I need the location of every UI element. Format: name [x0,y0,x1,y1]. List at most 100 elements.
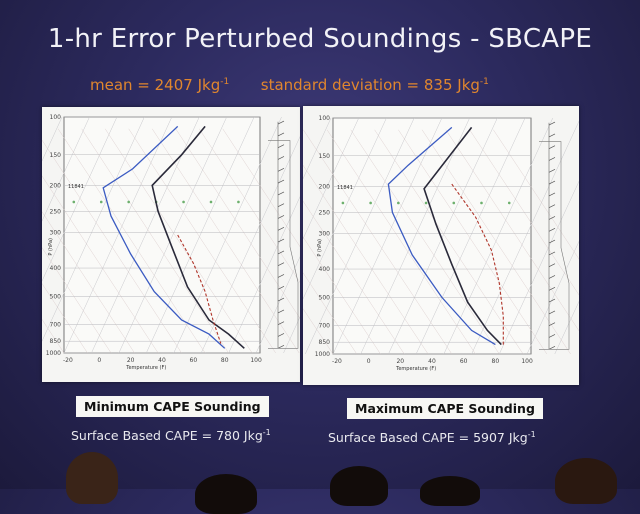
isotherm-line [471,120,579,355]
wind-barb [277,226,285,231]
pressure-tick-label: 850 [50,338,62,345]
temperature-tick-label: -20 [332,358,342,365]
pressure-tick-label: 500 [319,294,331,301]
pressure-tick-label: 100 [319,115,331,122]
pressure-tick-label: 150 [50,152,62,159]
temperature-tick-label: 0 [367,358,371,365]
temperature-tick-label: 80 [221,357,229,364]
temperature-tick-label: -20 [63,357,73,364]
pressure-tick-label: 400 [50,265,62,272]
adiabat-line [199,128,300,283]
x-axis-label: Temperature (F) [125,365,166,371]
mixing-ratio-marker [452,201,456,205]
pressure-tick-label: 200 [50,182,62,189]
adiabat-line [81,128,229,354]
isotherm-line [255,256,300,354]
wind-barb [277,167,285,172]
isotherm-line [526,240,579,355]
slide-title: 1-hr Error Perturbed Soundings - SBCAPE [47,24,593,54]
dewpoint-profile-line [387,126,496,346]
wind-barb [548,298,556,303]
isotherm-line [283,316,300,354]
adiabat-line [374,129,524,355]
mixing-ratio-marker [237,200,240,204]
wind-barb [548,322,556,326]
mean-exponent: -1 [220,77,230,87]
wind-barb [548,180,556,185]
pressure-tick-label: 850 [319,339,331,346]
temperature-tick-label: 60 [460,358,468,365]
isotherm-line [554,300,579,355]
plot-frame [63,116,261,354]
temperature-tick-label: 40 [158,357,166,364]
min-cape-exponent: -1 [262,428,271,437]
adiabat-line [303,236,381,355]
isotherm-line [42,116,63,162]
wind-profile-frame [268,140,299,349]
adiabat-line [57,128,206,354]
wind-barb [277,191,285,196]
mean-label: mean = 2407 Jkg [90,76,221,94]
sd-label: standard deviation = 835 Jkg [260,76,480,94]
adiabat-line [350,129,500,355]
isotherm-line [42,116,90,222]
isotherm-line [228,196,300,354]
parcel-trace-line [177,234,222,344]
pressure-tick-label: 700 [50,322,62,329]
wind-barb [548,263,556,267]
y-axis-label: P (hPa) [317,239,323,257]
adiabat-line [128,128,276,354]
wind-barb [277,250,285,255]
adiabat-line [303,272,357,355]
wind-barb [277,344,285,349]
adiabat-line [42,247,112,354]
wind-barb [548,275,556,279]
isotherm-line [173,116,282,354]
min-cape-caption: Minimum CAPE Sounding [76,396,269,417]
pressure-tick-label: 1000 [46,350,61,357]
adiabat-line [42,139,182,354]
max-cape-skewt-diagram: 100 150 200 250 300 400 500 700 850 1000-20 0 20 40 6… [303,115,579,372]
isotherm-line [118,116,227,354]
isotherm-line [499,180,579,355]
wind-barb [548,239,556,244]
audience-head [66,452,118,504]
level-marker-label: 11841 [68,184,84,190]
adiabat-line [445,129,579,332]
wind-barb [548,192,556,197]
min-cape-text: Surface Based CAPE = 780 Jkg [71,428,263,444]
wind-barb [277,333,285,337]
isotherm-line [42,116,118,282]
audience-head [195,474,257,514]
min-cape-skewt-diagram: 100 150 200 250 300 400 500 700 850 1000-20 0 20 40 6… [42,114,300,371]
isotherm-line [303,117,359,240]
adiabat-line [42,175,159,354]
stats-line: mean = 2407 Jkg-1 standard deviation = 8… [90,76,489,94]
adiabat-line [42,211,135,354]
pressure-tick-label: 200 [319,183,331,190]
adiabat-line [303,164,429,355]
temperature-tick-label: 20 [127,357,135,364]
temperature-tick-label: 60 [190,357,198,364]
mixing-ratio-marker [99,200,103,204]
isotherm-line [91,116,200,354]
wind-barb [277,156,285,160]
plot-frame [332,117,532,355]
wind-barb [548,145,556,149]
wind-barb [548,334,556,338]
dewpoint-profile-line [102,125,226,349]
pressure-tick-label: 400 [319,266,331,273]
isotherm-line [443,117,554,355]
pressure-tick-label: 300 [50,230,62,237]
wind-barb [548,204,556,208]
mixing-ratio-marker [507,201,511,205]
pressure-tick-label: 1000 [315,351,330,358]
isotherm-line [305,117,415,355]
mixing-ratio-marker [369,201,372,205]
isotherm-line [42,116,145,342]
wind-barb [277,321,285,325]
audience-head [330,466,388,506]
max-cape-skewt-panel: 100 150 200 250 300 400 500 700 850 1000 -20 0 20 40 6… [303,106,579,385]
max-cape-caption: Maximum CAPE Sounding [347,398,543,419]
pressure-tick-label: 250 [319,209,331,216]
